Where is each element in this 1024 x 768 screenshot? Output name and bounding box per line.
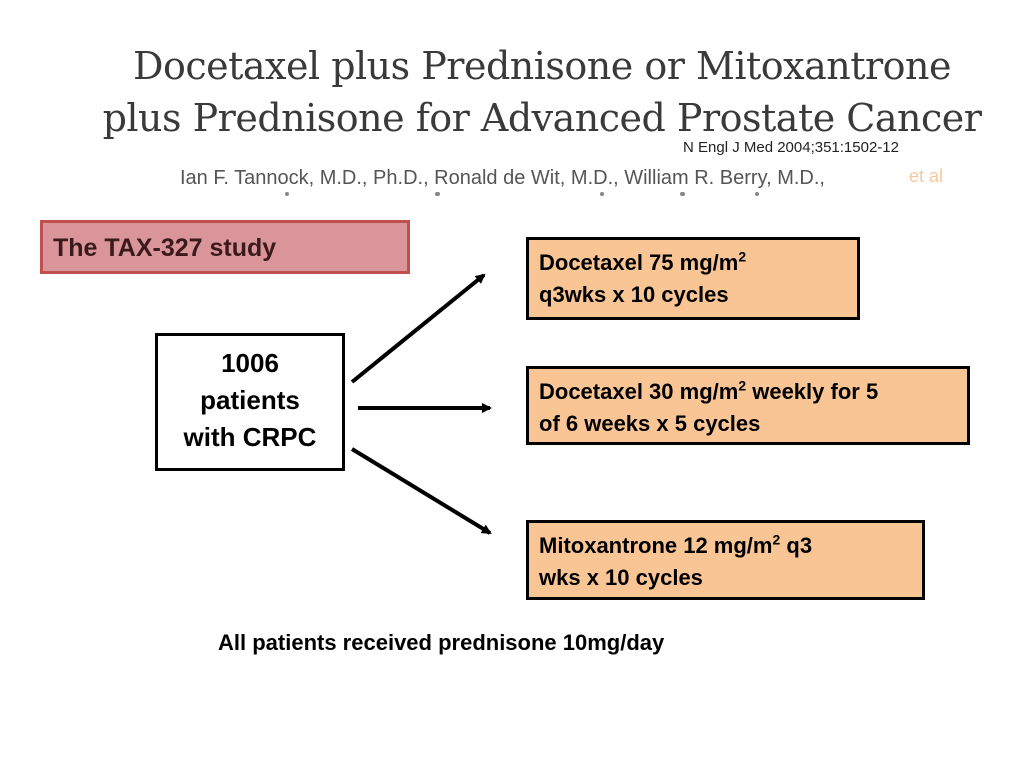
arrow-to-arm-1 [350, 273, 486, 384]
slide-title-line-1: Docetaxel plus Prednisone or Mitoxantron… [133, 44, 952, 88]
patients-count: 1006 [221, 348, 279, 378]
author-list: Ian F. Tannock, M.D., Ph.D., Ronald de W… [180, 167, 825, 189]
treatment-arm-1: Docetaxel 75 mg/m2 q3wks x 10 cycles [526, 237, 860, 320]
patients-condition: with CRPC [183, 422, 317, 452]
treatment-arm-3-line-2: wks x 10 cycles [539, 565, 703, 590]
slide-title-line-2: plus Prednisone for Advanced Prostate Ca… [102, 96, 982, 140]
prednisone-footnote: All patients received prednisone 10mg/da… [218, 630, 665, 655]
patients-label: patients [200, 385, 300, 415]
et-al-text: et al [909, 166, 944, 186]
treatment-arm-2-line-2: of 6 weeks x 5 cycles [539, 411, 761, 436]
treatment-arm-2-line-1: Docetaxel 30 mg/m2 weekly for 5 [539, 377, 879, 404]
treatment-arm-3-line-1: Mitoxantrone 12 mg/m2 q3 [539, 531, 813, 558]
treatment-arm-2: Docetaxel 30 mg/m2 weekly for 5 of 6 wee… [526, 366, 970, 445]
slide-title: Docetaxel plus Prednisone or Mitoxantron… [0, 40, 1024, 144]
patients-box: 1006 patients with CRPC [155, 333, 345, 471]
arrow-to-arm-3 [350, 447, 492, 535]
study-label-text: The TAX-327 study [53, 234, 277, 262]
study-label-box: The TAX-327 study [40, 220, 410, 274]
cut-off-text-line [180, 192, 780, 200]
treatment-arm-3: Mitoxantrone 12 mg/m2 q3 wks x 10 cycles [526, 520, 925, 600]
treatment-arm-1-line-2: q3wks x 10 cycles [539, 282, 729, 307]
journal-citation: N Engl J Med 2004;351:1502-12 [683, 139, 899, 156]
treatment-arm-1-line-1: Docetaxel 75 mg/m2 [539, 248, 747, 275]
